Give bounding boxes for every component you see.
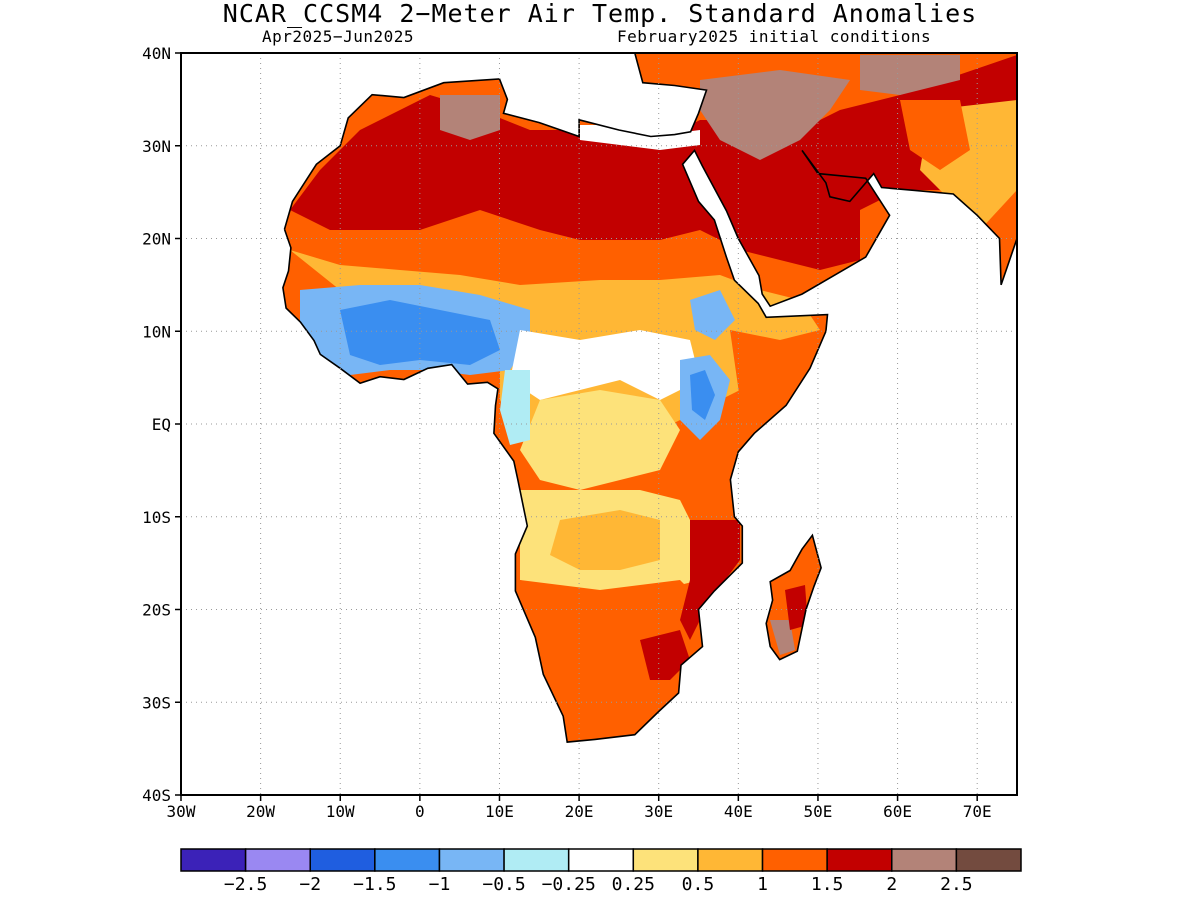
gridlines (181, 53, 1017, 795)
colorbar-label: 0.5 (681, 874, 715, 895)
lat-tick-label: 10S (142, 508, 171, 527)
colorbar-label: 2.5 (940, 874, 973, 895)
colorbar-swatch (891, 848, 958, 872)
initial-conditions-label: February2025 initial conditions (617, 27, 932, 46)
colorbar-label: 1 (757, 874, 768, 895)
lon-tick-label: 10E (485, 802, 514, 821)
anomaly-eastafrica-deepblue (690, 370, 715, 420)
anomaly-ethiopia-blue (690, 290, 735, 340)
latitude-axis: 40N 30N 20N 10N EQ 10S 20S 30S 40S (142, 44, 181, 805)
colorbar-swatch (438, 848, 505, 872)
season-label: Apr2025−Jun2025 (262, 27, 414, 46)
anomaly-madagascar-red (785, 585, 808, 630)
anomaly-libya-brown (440, 95, 500, 140)
anomaly-mideast-brown (700, 70, 850, 160)
anomaly-egypt-neutral (580, 125, 700, 150)
colorbar-label: 0.25 (611, 874, 655, 895)
anomaly-madagascar-brown (770, 620, 795, 655)
colorbar-swatch (374, 848, 441, 872)
longitude-axis: 30W 20W 10W 0 10E 20E 30E 40E 50E 60E 70E (167, 795, 992, 821)
lat-tick-label: 40S (142, 786, 171, 805)
anomaly-iberia-brown (390, 55, 420, 80)
anomaly-south-orange (520, 580, 700, 740)
colorbar-swatch (180, 848, 247, 872)
anomaly-india-orange (900, 100, 970, 170)
colorbar-label: −2.5 (223, 874, 268, 895)
madagascar-outline (765, 533, 822, 661)
lon-tick-label: 30W (167, 802, 196, 821)
lat-tick-label: 30N (142, 137, 171, 156)
colorbar-swatch (826, 848, 893, 872)
colorbar-swatch (632, 848, 699, 872)
colorbar-swatch (955, 848, 1022, 872)
lat-tick-label: 20N (142, 230, 171, 249)
lon-tick-label: 0 (415, 802, 425, 821)
colorbar-swatch (503, 848, 570, 872)
anomaly-gabon-blue (500, 370, 530, 445)
lat-tick-label: 20S (142, 601, 171, 620)
anomaly-central-neutral (510, 330, 700, 400)
lat-tick-label: 40N (142, 44, 171, 63)
lon-tick-label: 20E (565, 802, 594, 821)
colorbar-label: −0.25 (541, 874, 596, 895)
colorbar-swatch (244, 848, 311, 872)
lon-tick-label: 20W (246, 802, 275, 821)
colorbar (180, 848, 1022, 872)
colorbar-label: −1.5 (353, 874, 397, 895)
coastline (282, 53, 1017, 743)
colorbar-label: 2 (886, 874, 898, 895)
anomaly-southeast-red (640, 630, 690, 680)
colorbar-label: 1.5 (810, 874, 844, 895)
lon-tick-label: 30E (644, 802, 673, 821)
anomaly-horn-orange (730, 330, 820, 420)
colorbar-label: −2 (299, 874, 322, 895)
lon-tick-label: 70E (963, 802, 992, 821)
colorbar-swatch (309, 848, 376, 872)
colorbar-label: −1 (428, 874, 451, 895)
lat-tick-label: 10N (142, 322, 171, 341)
anomaly-central-yellow (520, 390, 680, 490)
colorbar-label: −0.5 (482, 874, 526, 895)
anomaly-westafrica-deepblue (340, 300, 500, 365)
colorbar-swatch (761, 848, 828, 872)
anomaly-iran-brown (860, 55, 960, 95)
anomaly-mozambique-red (680, 520, 740, 640)
colorbar-swatch (697, 848, 764, 872)
lat-tick-label: EQ (152, 415, 171, 434)
lon-tick-label: 10W (326, 802, 355, 821)
chart-title: NCAR_CCSM4 2−Meter Air Temp. Standard An… (222, 0, 978, 28)
lon-tick-label: 50E (803, 802, 832, 821)
colorbar-swatch (567, 848, 635, 872)
lon-tick-label: 60E (883, 802, 912, 821)
lon-tick-label: 40E (724, 802, 753, 821)
anomaly-south-mid (550, 510, 660, 570)
lat-tick-label: 30S (142, 693, 171, 712)
